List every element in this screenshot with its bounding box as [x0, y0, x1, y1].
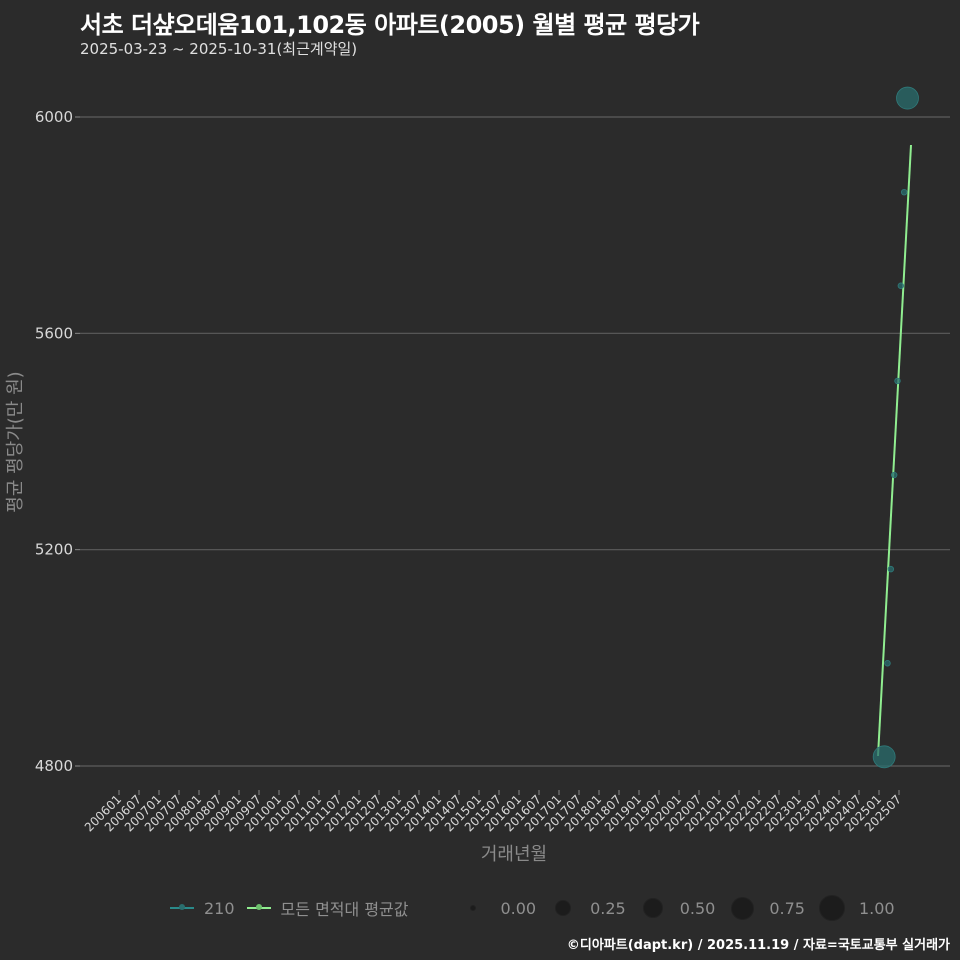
data-point [872, 745, 896, 769]
size-dot-icon [555, 900, 572, 916]
legend-item-average: 모든 면적대 평균값 [246, 896, 409, 920]
data-point [887, 565, 895, 573]
size-legend-item: 0.75 [729, 895, 805, 921]
data-point [897, 282, 905, 289]
size-legend: 0.00 0.25 0.50 0.75 1.00 [460, 895, 908, 921]
size-legend-item: 0.00 [460, 895, 536, 921]
size-dot-icon [818, 895, 845, 921]
y-tick-label: 5600 [35, 324, 73, 342]
size-dot-icon [470, 905, 477, 911]
size-legend-item: 0.25 [550, 895, 626, 921]
data-point [894, 377, 901, 385]
source-credit: ©디아파트(dapt.kr) / 2025.11.19 / 자료=국토교통부 실… [566, 938, 950, 953]
y-tick-label: 4800 [35, 757, 73, 775]
data-point [900, 188, 908, 196]
legend-item-210: 210 [170, 898, 235, 918]
size-label: 0.75 [769, 898, 805, 918]
size-label: 0.00 [500, 898, 537, 918]
legend-key-teal-line-icon [170, 898, 194, 918]
data-series [872, 86, 919, 769]
size-legend-item: 0.50 [640, 895, 716, 921]
data-point [884, 660, 891, 667]
legend-label: 모든 면적대 평균값 [280, 900, 409, 919]
size-dot-icon [642, 898, 663, 918]
x-axis-ticks: 2006012006072007012007072008012008072009… [82, 790, 904, 835]
data-point [890, 471, 898, 479]
y-tick-label: 6000 [35, 108, 73, 126]
size-label: 1.00 [858, 898, 895, 918]
chart-subtitle: 2025-03-23 ~ 2025-10-31(최근계약일) [80, 40, 358, 58]
y-axis-label: 평균 평당가(만 원) [5, 371, 26, 513]
y-axis-ticks: 4800 5200 5600 6000 [35, 108, 80, 775]
gridlines [80, 116, 950, 767]
size-label: 0.50 [679, 898, 716, 918]
legend-label: 210 [204, 898, 235, 918]
size-legend-item: 1.00 [818, 895, 895, 921]
average-price-line [877, 144, 912, 757]
size-label: 0.25 [590, 898, 626, 918]
size-dot-icon [730, 896, 754, 920]
legend-key-green-line-icon [246, 898, 271, 918]
chart-title: 서초 더샾오데움101,102동 아파트(2005) 월별 평균 평당가 [80, 11, 700, 39]
x-axis-label: 거래년월 [480, 844, 548, 865]
y-tick-label: 5200 [35, 541, 73, 559]
data-point [896, 86, 919, 110]
legend: 210 모든 면적대 평균값 0.00 0.25 0.50 0.75 1.00 [170, 895, 909, 921]
